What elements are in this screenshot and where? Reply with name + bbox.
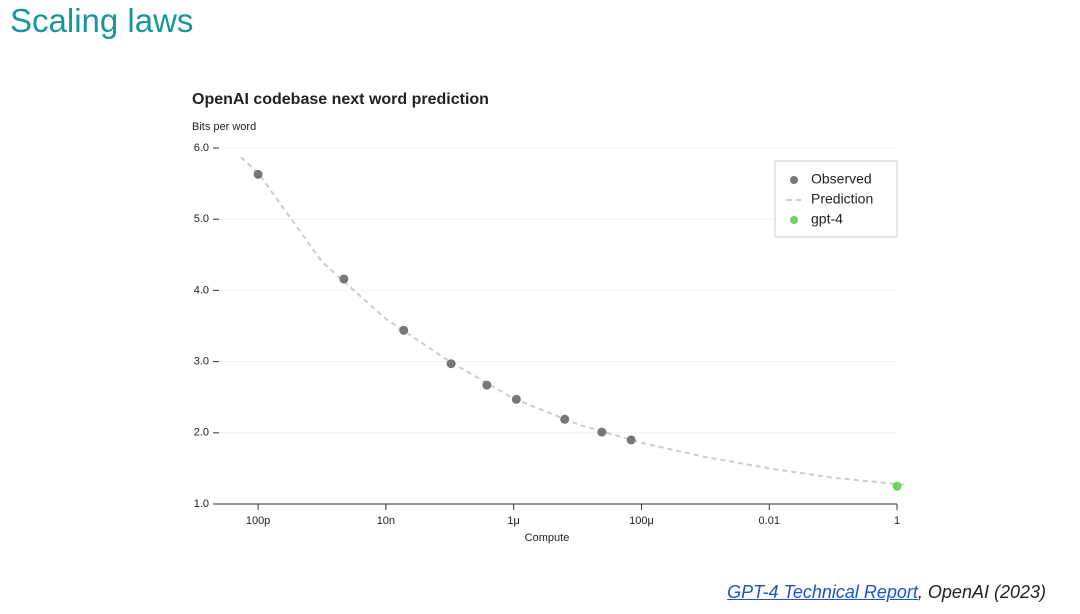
y-tick-label: 3.0: [194, 356, 209, 368]
data-point: [626, 435, 636, 445]
legend-swatch: [790, 216, 798, 224]
y-tick-label: 1.0: [194, 498, 209, 510]
x-tick-label: 10n: [377, 515, 395, 527]
data-point: [597, 427, 607, 437]
data-point: [511, 394, 521, 404]
legend-box: [774, 160, 898, 238]
source-link[interactable]: GPT-4 Technical Report: [727, 582, 918, 602]
x-tick-label: 1: [894, 515, 900, 527]
y-axis-label: Bits per word: [192, 121, 256, 133]
y-tick-label: 2.0: [194, 427, 209, 439]
footer: GPT-4 Technical Report, OpenAI (2023): [727, 582, 1046, 603]
x-tick-label: 1μ: [507, 515, 519, 527]
y-tick-label: 6.0: [194, 142, 209, 154]
data-point: [892, 481, 902, 491]
legend-label: Observed: [811, 171, 872, 187]
data-point: [399, 325, 409, 335]
data-point: [560, 414, 570, 424]
source-text: , OpenAI (2023): [917, 582, 1046, 602]
x-axis-label: Compute: [525, 532, 570, 544]
data-point: [339, 274, 349, 284]
slide-title: Scaling laws: [10, 2, 194, 39]
chart-title: OpenAI codebase next word prediction: [192, 91, 489, 108]
legend-swatch: [790, 176, 798, 184]
legend-label: gpt-4: [811, 211, 843, 227]
x-tick-label: 0.01: [759, 515, 780, 527]
y-tick-label: 5.0: [194, 213, 209, 225]
x-tick-label: 100μ: [629, 515, 654, 527]
data-point: [482, 380, 492, 390]
y-tick-label: 4.0: [194, 284, 209, 296]
x-tick-label: 100p: [246, 515, 270, 527]
data-point: [253, 169, 263, 179]
data-point: [446, 359, 456, 369]
legend-label: Prediction: [811, 191, 873, 207]
